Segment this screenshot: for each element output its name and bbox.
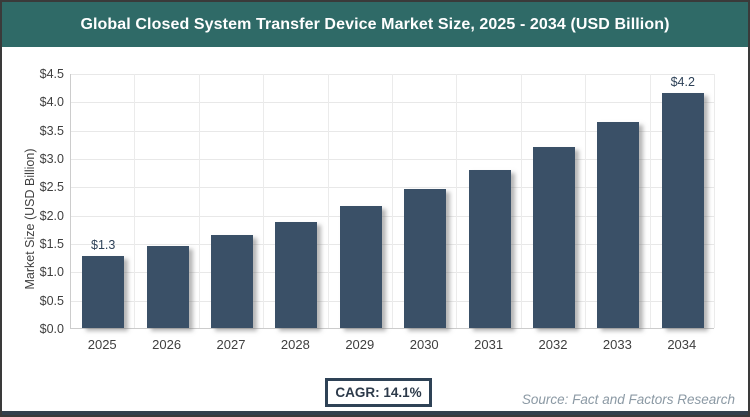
y-tick-label: $3.5	[39, 123, 64, 138]
x-tick-label: 2034	[667, 337, 697, 352]
bar	[82, 256, 125, 328]
gridline-vertical	[456, 74, 458, 328]
x-tick-label: 2032	[538, 337, 568, 352]
cagr-label: CAGR: 14.1%	[335, 385, 422, 400]
bar	[211, 234, 253, 328]
x-tick-label: 2033	[602, 337, 632, 352]
x-tick-label: 2028	[280, 337, 310, 352]
chart-title-bar: Global Closed System Transfer Device Mar…	[2, 2, 748, 47]
gridline-vertical	[198, 74, 200, 328]
bar	[339, 206, 382, 328]
x-tick-label: 2027	[216, 337, 246, 352]
gridline-vertical	[714, 74, 715, 328]
source-attribution: Source: Fact and Factors Research	[521, 392, 735, 407]
bar	[661, 92, 704, 328]
y-tick-label: $2.5	[39, 180, 64, 195]
bottom-accent-bar	[2, 411, 748, 415]
plot-area: $1.3 $4.2	[70, 74, 715, 329]
x-tick-label: 2031	[474, 337, 504, 352]
y-tick-label: $0.5	[39, 293, 64, 308]
cagr-badge: CAGR: 14.1%	[325, 378, 432, 407]
bar	[146, 245, 189, 328]
gridline-vertical	[585, 74, 587, 328]
gridline-vertical	[392, 74, 393, 328]
x-tick-label: 2026	[152, 337, 182, 352]
x-tick-label: 2025	[87, 337, 117, 352]
y-tick-label: $4.5	[39, 67, 64, 81]
bar	[468, 169, 511, 328]
chart-title: Global Closed System Transfer Device Mar…	[80, 15, 670, 33]
gridline-vertical	[327, 74, 329, 328]
x-tick-label: 2029	[345, 337, 375, 352]
y-tick-label: $1.0	[39, 265, 64, 280]
bar-value-label: $4.2	[670, 74, 695, 89]
gridline-vertical	[520, 74, 522, 328]
y-tick-label: $4.0	[39, 95, 64, 110]
y-tick-label: $3.0	[39, 152, 64, 166]
bar	[533, 147, 575, 328]
gridline-vertical	[263, 74, 265, 328]
y-tick-label: $2.0	[39, 208, 64, 223]
y-tick-label: $1.5	[39, 237, 64, 251]
bar-value-label: $1.3	[91, 238, 116, 252]
bar	[597, 122, 640, 328]
bar	[404, 189, 447, 328]
x-tick-label: 2030	[409, 337, 439, 352]
bar	[275, 221, 318, 328]
gridline-vertical	[134, 74, 136, 328]
gridline-vertical	[649, 74, 651, 328]
y-tick-label: $0.0	[39, 322, 64, 336]
